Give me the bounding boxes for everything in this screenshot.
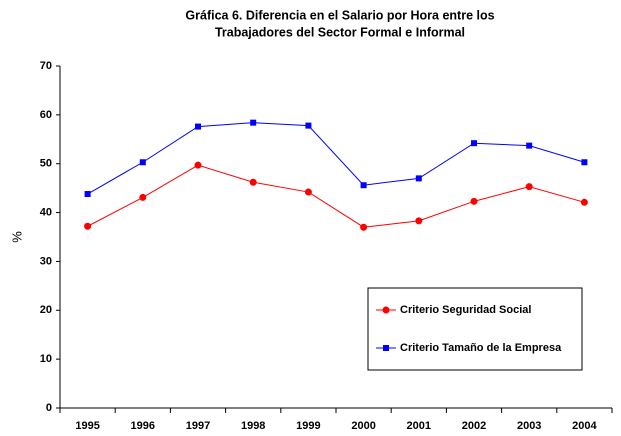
x-tick-label: 1996 — [131, 420, 155, 432]
y-tick-label: 20 — [40, 304, 52, 316]
point — [194, 161, 202, 169]
point — [250, 119, 257, 126]
point — [580, 198, 588, 206]
y-tick-label: 50 — [40, 158, 52, 170]
y-axis-label: % — [9, 231, 24, 243]
x-tick-label: 2002 — [462, 420, 486, 432]
x-tick-label: 2000 — [351, 420, 375, 432]
x-tick-label: 2003 — [517, 420, 541, 432]
legend-label: Criterio Seguridad Social — [400, 304, 531, 316]
point — [471, 140, 477, 147]
y-tick-label: 70 — [40, 60, 52, 72]
y-tick-label: 60 — [40, 109, 52, 121]
point — [84, 222, 92, 230]
x-tick-label: 1995 — [75, 420, 99, 432]
y-tick-label: 40 — [40, 206, 52, 218]
point — [526, 142, 533, 149]
point — [360, 182, 367, 189]
x-tick-label: 2004 — [572, 420, 597, 432]
legend-label: Criterio Tamaño de la Empresa — [400, 342, 562, 354]
x-tick-label: 1999 — [296, 420, 320, 432]
series-line — [87, 164, 585, 228]
point — [139, 159, 146, 166]
point — [139, 193, 147, 201]
series-line — [87, 122, 585, 195]
point — [525, 183, 533, 191]
x-tick-label: 2001 — [407, 420, 431, 432]
legend-marker — [382, 306, 390, 314]
point — [84, 191, 91, 198]
point — [195, 123, 201, 130]
point — [249, 178, 257, 186]
point — [305, 122, 312, 129]
x-tick-label: 1997 — [186, 420, 210, 432]
point — [415, 175, 422, 182]
y-tick-label: 0 — [46, 402, 52, 414]
x-tick-label: 1998 — [241, 420, 265, 432]
legend-marker — [383, 345, 389, 351]
point — [415, 217, 423, 225]
y-tick-label: 30 — [40, 255, 52, 267]
y-tick-label: 10 — [40, 353, 52, 365]
point — [360, 223, 368, 231]
chart-title: Trabajadores del Sector Formal e Informa… — [215, 25, 465, 39]
chart-title: Gráfica 6. Diferencia en el Salario por … — [185, 8, 494, 22]
point — [581, 159, 588, 166]
legend — [367, 287, 583, 371]
point — [470, 197, 478, 205]
point — [304, 188, 312, 196]
